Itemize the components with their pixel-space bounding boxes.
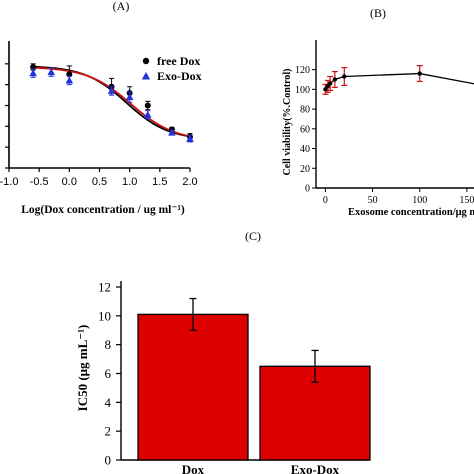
panel-b-x-tick-label: 0 (323, 195, 328, 206)
panel-c-x-tick-label: Dox (182, 462, 205, 474)
data-point-exo-dox (186, 134, 194, 142)
panel-a-x-axis-label: Log(Dox concentration / ug ml⁻¹) (21, 204, 185, 216)
panel-c-y-tick-label: 8 (105, 337, 112, 352)
panel-a-x-tick-label: 1.5 (152, 176, 167, 188)
panel-c-y-tick-label: 4 (105, 395, 112, 410)
panel-b-series (322, 65, 474, 95)
data-point-free-dox (30, 63, 37, 70)
data-point-free-dox (144, 102, 151, 109)
bar-dox (137, 313, 249, 461)
panel-b-line (324, 72, 474, 90)
data-point-exo-dox (107, 86, 116, 94)
panel-c-chart: 0 2 4 6 8 10 12 Dox Exo-Dox IC50 (μg mL⁻¹) (75, 280, 371, 474)
panel-b-axes (312, 40, 474, 192)
panel-c-y-tick-label: 12 (98, 280, 111, 295)
panel-b-y-axis-label: Cell viability(%.Control) (282, 68, 293, 175)
legend-marker-exo-dox (141, 72, 151, 80)
panel-a-chart: -1.0 -0.5 0.0 0.5 1.0 1.5 2.0 free Dox Exo-Dox… (0, 41, 202, 216)
panel-b-data-point (323, 87, 328, 92)
panel-b-y-tick-label: 20 (300, 164, 310, 175)
panel-b-x-tick-label: 50 (368, 195, 378, 206)
data-point-exo-dox (29, 69, 37, 77)
panel-b-data-point (342, 74, 347, 79)
panel-c-tick-labels: 0 2 4 6 8 10 12 Dox Exo-Dox (98, 280, 340, 474)
panel-b-data-point (332, 77, 338, 82)
panel-b-y-tick-label: 0 (305, 184, 310, 195)
panel-c-y-tick-label: 6 (105, 366, 112, 381)
panel-a-x-tick-label: 1.0 (122, 176, 137, 188)
panel-c-y-axis-label: IC50 (μg mL⁻¹) (75, 325, 90, 412)
panel-c-y-tick-label: 0 (105, 453, 112, 468)
panel-b-data-point (325, 84, 330, 89)
legend-marker-free-dox (142, 57, 150, 65)
panel-a-x-tick-label: 0.5 (92, 176, 107, 188)
panel-c-x-tick-label: Exo-Dox (291, 462, 340, 474)
panel-b-x-axis-label: Exosome concentration/μg ml (348, 207, 474, 218)
panel-label-c: (C) (245, 229, 261, 243)
panel-a-x-tick-label: -0.5 (30, 176, 49, 188)
panel-a-x-tick-label: 2.0 (182, 176, 197, 188)
panel-a-axes (5, 41, 191, 172)
legend-label-free-dox: free Dox (157, 54, 200, 68)
panel-b-y-tick-label: 60 (300, 124, 310, 135)
panel-label-a: (A) (113, 0, 130, 13)
data-point-free-dox (66, 71, 73, 78)
panel-b-x-tick-label: 150 (459, 195, 474, 206)
panel-b-x-tick-label: 100 (412, 195, 427, 206)
panel-a-x-tick-label: 0.0 (62, 176, 77, 188)
panel-b-y-tick-label: 80 (300, 105, 310, 116)
panel-a-points (29, 63, 194, 143)
panel-b-y-tick-label: 100 (295, 85, 310, 96)
panel-c-y-tick-label: 10 (98, 308, 111, 323)
legend-label-exo-dox: Exo-Dox (157, 69, 202, 83)
panel-c-y-tick-label: 2 (105, 424, 112, 439)
data-point-exo-dox (143, 110, 152, 118)
panel-a-tick-labels: -1.0 -0.5 0.0 0.5 1.0 1.5 2.0 (0, 176, 198, 188)
data-point-exo-dox (168, 128, 176, 136)
panel-b-chart: 0 20 40 60 80 100 120 0 50 100 150 Cell viability(… (282, 40, 474, 218)
data-point-exo-dox (47, 68, 56, 76)
panel-b-data-point (417, 71, 422, 76)
panel-c-bars (137, 297, 371, 461)
data-point-exo-dox (125, 93, 134, 101)
panel-b-y-tick-label: 40 (300, 144, 310, 155)
panel-b-data-point (327, 81, 333, 86)
panel-b-tick-labels: 0 20 40 60 80 100 120 0 50 100 150 (295, 65, 474, 206)
panel-a-legend: free Dox Exo-Dox (141, 54, 202, 83)
panel-b-y-tick-label: 120 (295, 65, 310, 76)
data-point-exo-dox (65, 76, 74, 84)
panel-a-x-tick-label: -1.0 (0, 176, 18, 188)
panel-label-b: (B) (370, 6, 386, 20)
